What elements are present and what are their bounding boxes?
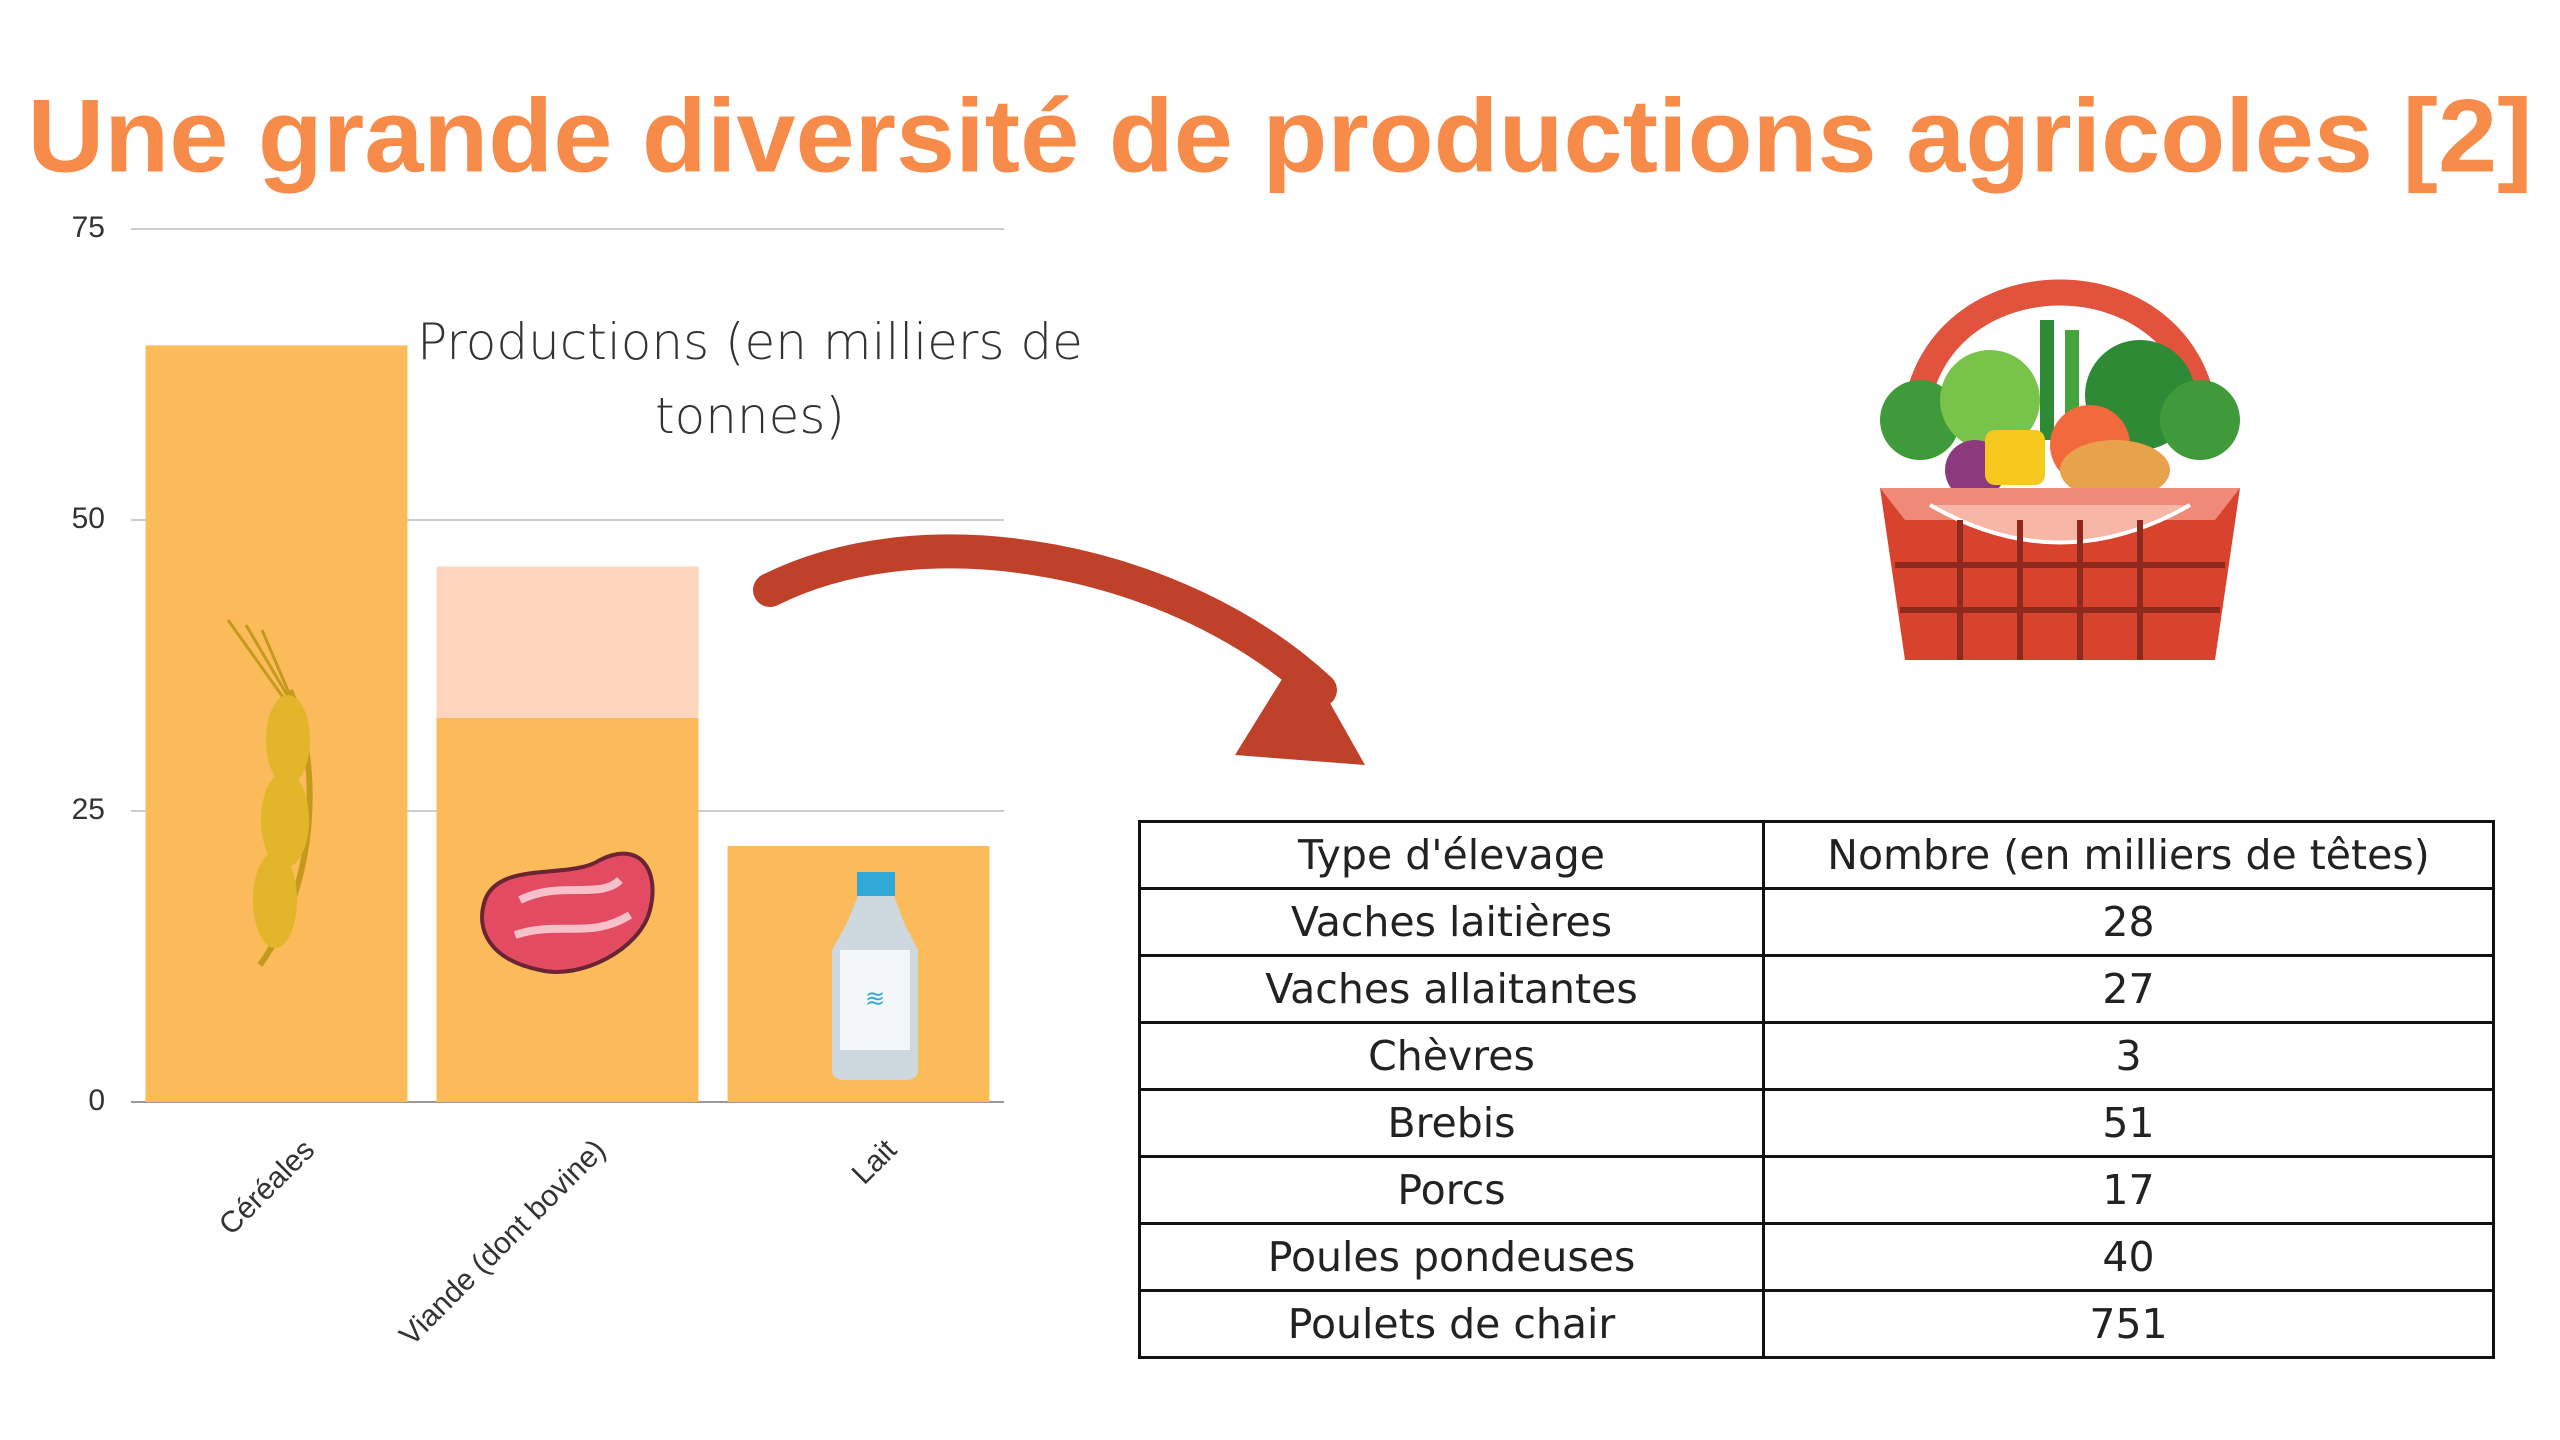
chart-title: Productions (en milliers de tonnes) — [417, 313, 1083, 445]
arrow — [753, 534, 1337, 707]
arrow-head — [1235, 650, 1365, 765]
x-tick-label: Lait — [846, 1133, 904, 1191]
y-tick-label: 25 — [72, 793, 105, 826]
table-row-cell: Poulets de chair — [1138, 1289, 1765, 1359]
table-row: Brebis 51 — [1138, 1088, 2495, 1158]
y-tick-label: 50 — [72, 502, 105, 535]
milk-icon: ≋ — [832, 872, 918, 1080]
x-tick-label: Céréales — [213, 1133, 321, 1241]
table-row-cell: Brebis — [1138, 1088, 1765, 1158]
steak-icon — [480, 851, 655, 974]
table-row-cell: Porcs — [1138, 1155, 1765, 1225]
table-row: Vaches laitières 28 — [1138, 887, 2495, 957]
table-row-cell: 28 — [1762, 887, 2495, 957]
table-header-cell: Type d'élevage — [1138, 820, 1765, 890]
x-tick-label: Viande (dont bovine) — [393, 1133, 612, 1352]
illustrations: ≋ — [226, 279, 2240, 1080]
table-row-cell: 3 — [1762, 1021, 2495, 1091]
table-row-cell: Chèvres — [1138, 1021, 1765, 1091]
table-row: Vaches allaitantes 27 — [1138, 954, 2495, 1024]
table-row-cell: Vaches laitières — [1138, 887, 1765, 957]
table-row-cell: 51 — [1762, 1088, 2495, 1158]
table-row: Poulets de chair 751 — [1138, 1289, 2495, 1359]
table-header: Type d'élevage Nombre (en milliers de têt… — [1138, 820, 2495, 890]
table-row: Chèvres 3 — [1138, 1021, 2495, 1091]
table-row-cell: 40 — [1762, 1222, 2495, 1292]
y-tick-label: 0 — [88, 1084, 105, 1117]
basket-icon — [1880, 279, 2240, 660]
wheat-icon — [226, 619, 313, 967]
y-tick-label: 75 — [72, 211, 105, 244]
table-row-cell: Vaches allaitantes — [1138, 954, 1765, 1024]
table-row-cell: Poules pondeuses — [1138, 1222, 1765, 1292]
table-header-cell: Nombre (en milliers de têtes) — [1762, 820, 2495, 890]
svg-text:≋: ≋ — [865, 985, 885, 1012]
table-row-cell: 17 — [1762, 1155, 2495, 1225]
table-row-cell: 27 — [1762, 954, 2495, 1024]
table-row: Poules pondeuses 40 — [1138, 1222, 2495, 1292]
slide-title: Une grande diversité de productions agri… — [28, 78, 2533, 194]
livestock-table: Type d'élevage Nombre (en milliers de têt… — [1138, 820, 2495, 1359]
bar — [436, 566, 699, 718]
table-row: Porcs 17 — [1138, 1155, 2495, 1225]
table-body: Type d'élevage Nombre (en milliers de têt… — [1138, 820, 2495, 1359]
table-row-cell: 751 — [1762, 1289, 2495, 1359]
